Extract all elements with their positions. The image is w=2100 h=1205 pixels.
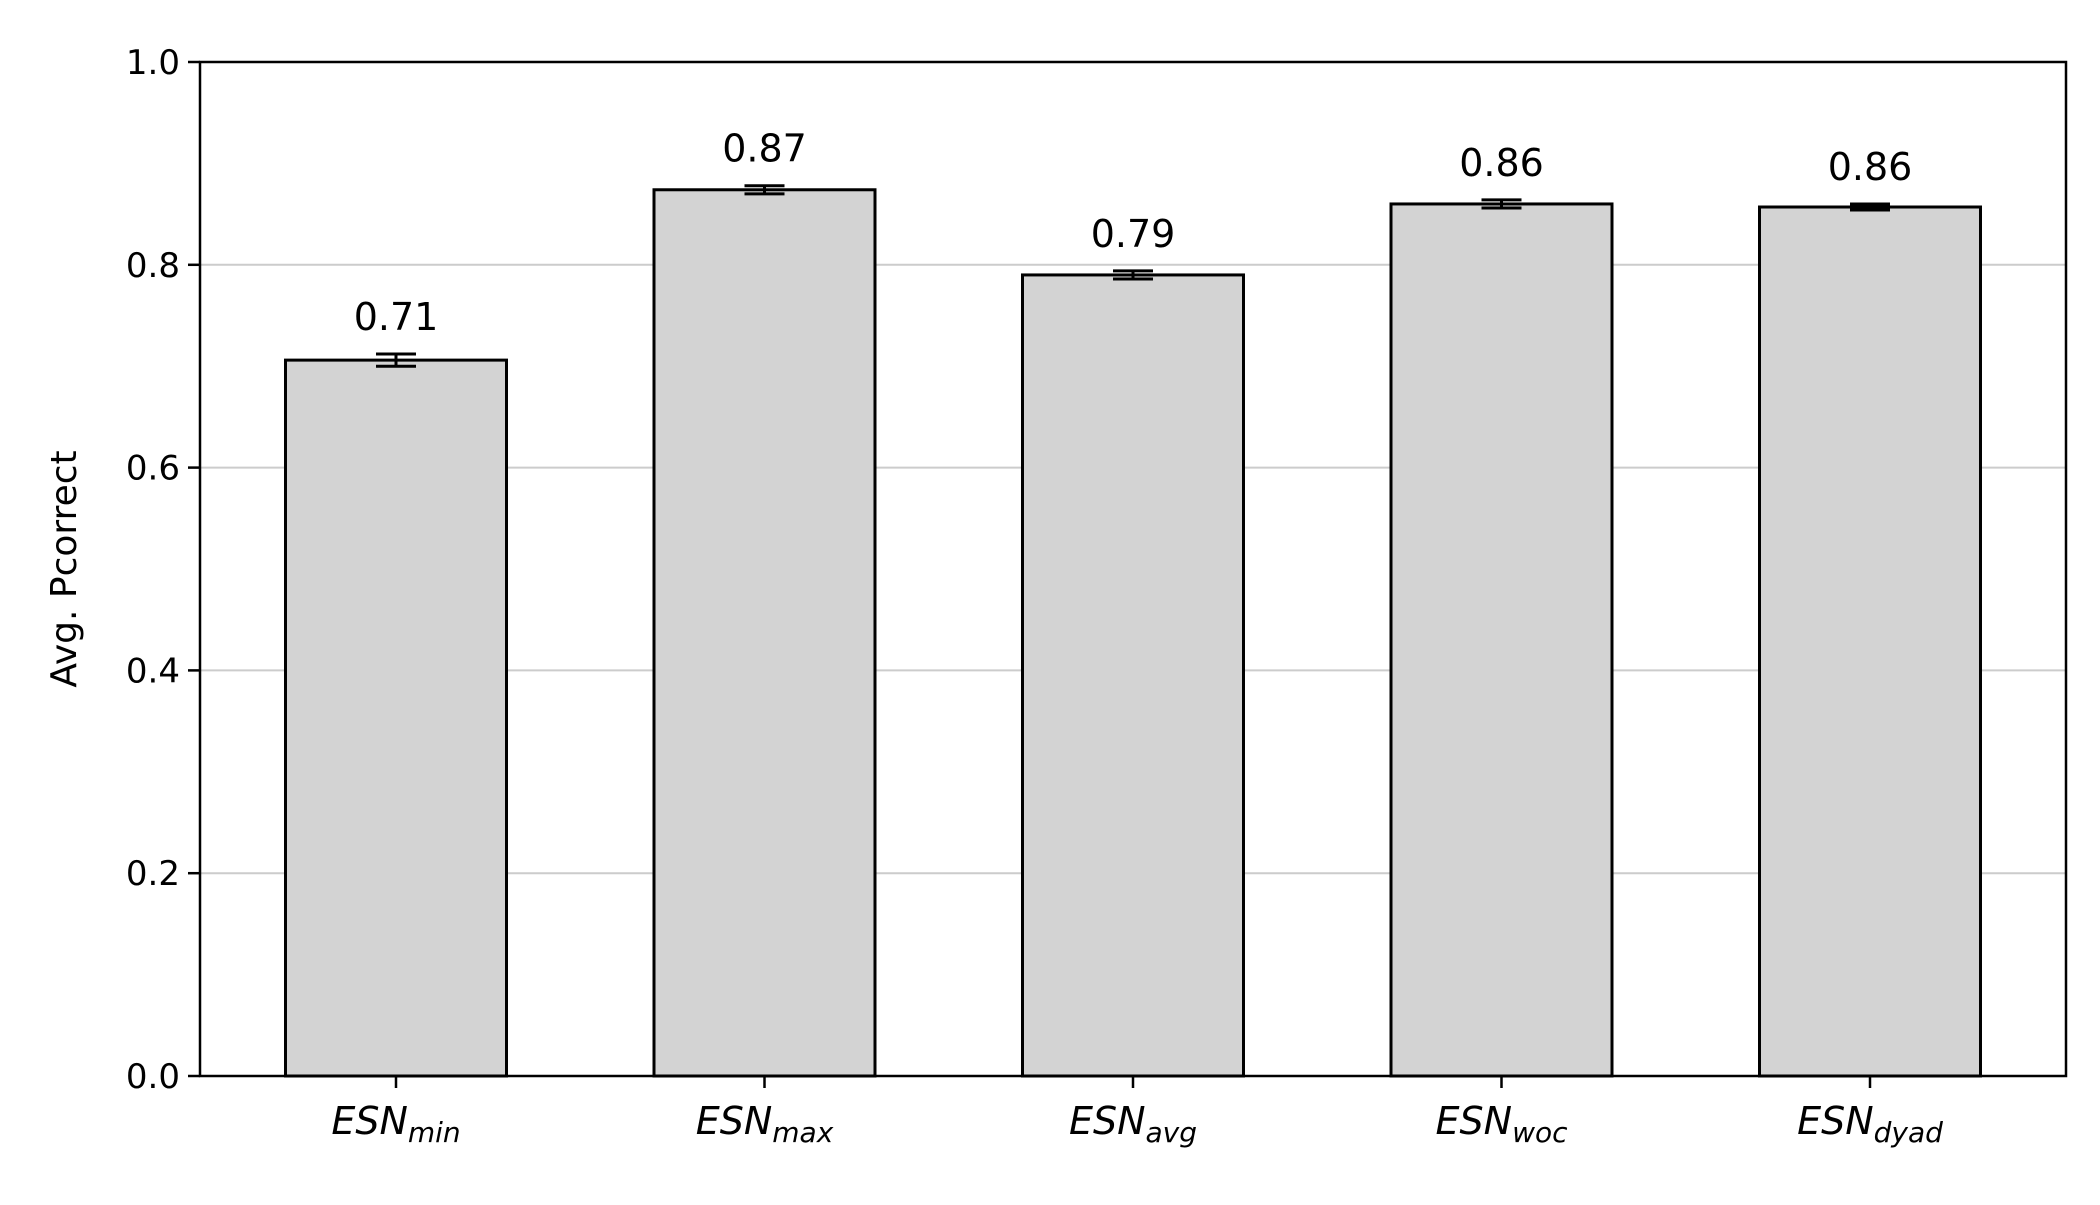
- x-tick-label-sub: dyad: [1874, 1116, 1944, 1149]
- bar: [1021, 273, 1245, 1078]
- y-axis: 0.0 0.2 0.4 0.6 0.8 1.0: [126, 43, 200, 1097]
- x-tick-label-sub: avg: [1146, 1116, 1198, 1149]
- bar: [652, 188, 877, 1078]
- x-tick-label-base: ESN: [696, 1099, 773, 1143]
- error-bars-group: [376, 184, 1890, 368]
- bars-group: [284, 188, 1982, 1078]
- y-tick-label: 0.8: [126, 246, 180, 286]
- value-label: 0.86: [1459, 141, 1544, 185]
- value-label: 0.86: [1828, 145, 1913, 189]
- y-tick-label: 1.0: [126, 43, 180, 83]
- x-tick-label-sub: min: [408, 1116, 461, 1149]
- y-tick-label: 0.2: [126, 854, 180, 894]
- bar: [1758, 205, 1982, 1078]
- value-label: 0.79: [1091, 212, 1176, 256]
- y-tick-label: 0.4: [126, 651, 180, 691]
- x-tick-label: ESNdyad: [1797, 1099, 1943, 1149]
- y-tick-label: 0.6: [126, 449, 180, 489]
- x-tick-label-base: ESN: [1436, 1099, 1513, 1143]
- x-tick-label: ESNwoc: [1436, 1099, 1569, 1149]
- value-label: 0.71: [354, 295, 439, 339]
- value-label: 0.87: [722, 127, 807, 171]
- bar: [1389, 202, 1614, 1078]
- y-tick-label: 0.0: [126, 1057, 180, 1097]
- x-tick-label-base: ESN: [1069, 1099, 1146, 1143]
- x-axis: ESNmin ESNmax ESNavg ESNwoc ESNdyad: [331, 1076, 1943, 1149]
- y-axis-title: Avg. Pcorrect: [44, 450, 85, 687]
- x-tick-label-base: ESN: [331, 1099, 408, 1143]
- x-tick-label-base: ESN: [1797, 1099, 1874, 1143]
- x-tick-label: ESNmin: [331, 1099, 460, 1149]
- x-tick-label: ESNavg: [1069, 1099, 1197, 1149]
- value-labels-group: 0.71 0.87 0.79 0.86 0.86: [354, 127, 1913, 339]
- x-tick-label-sub: woc: [1512, 1116, 1568, 1149]
- bar: [284, 358, 508, 1078]
- x-tick-label: ESNmax: [696, 1099, 834, 1149]
- x-tick-label-sub: max: [772, 1116, 833, 1149]
